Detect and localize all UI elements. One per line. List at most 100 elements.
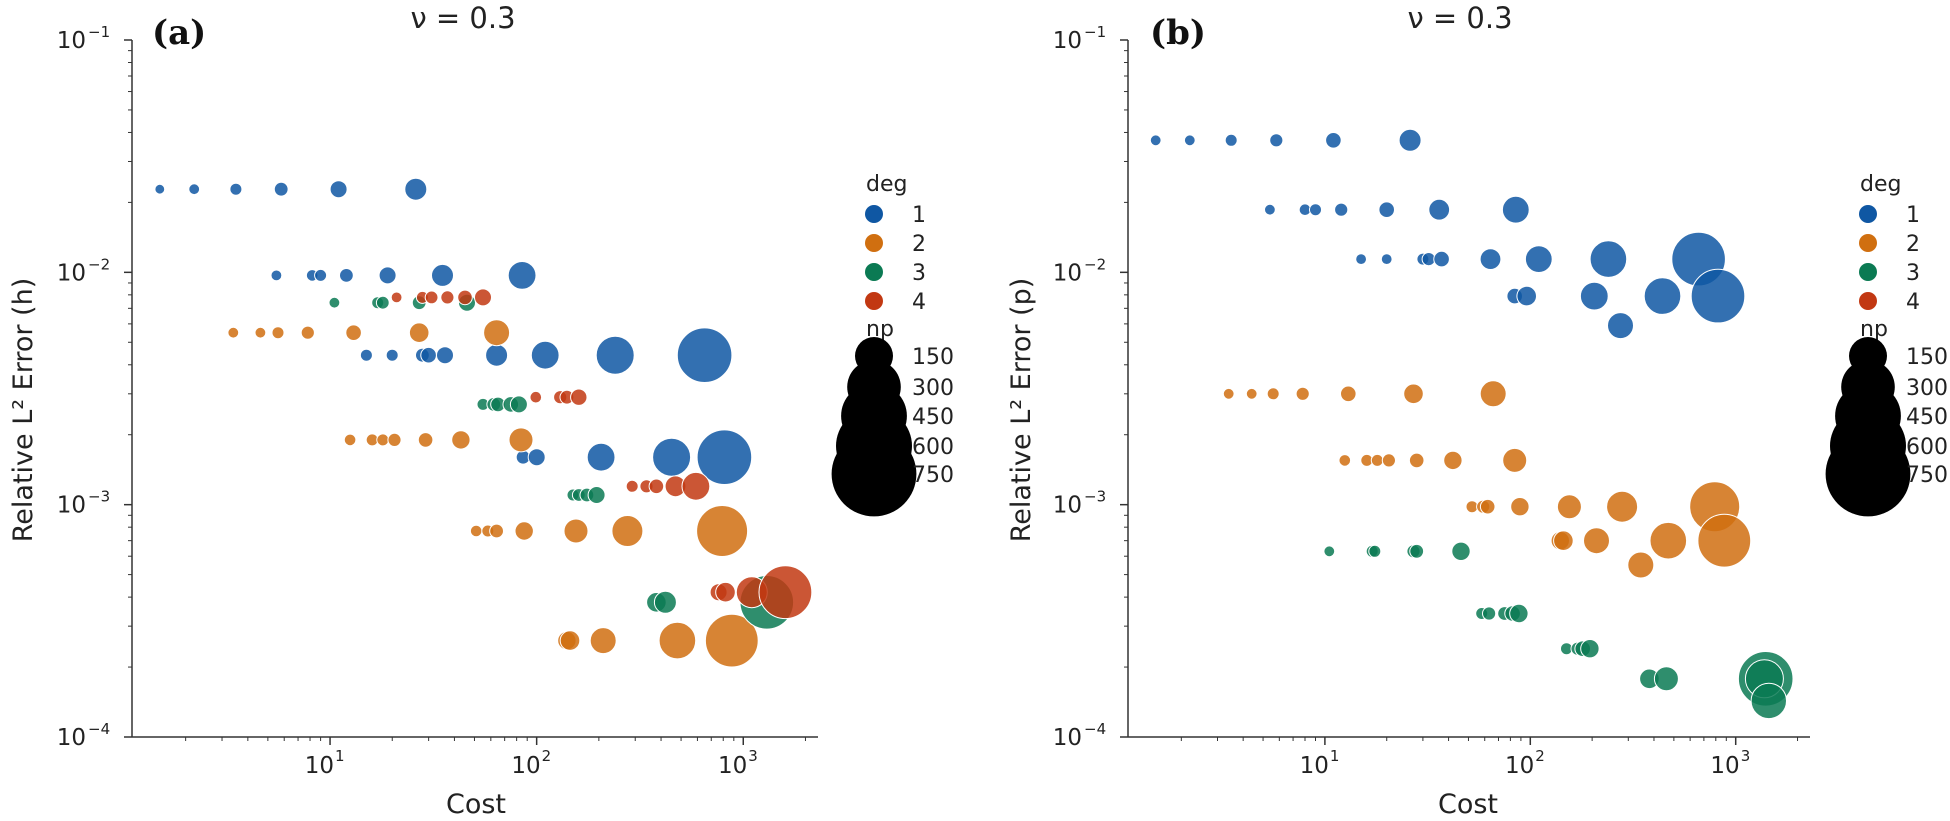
x-tick-label: 10 [1505, 753, 1534, 779]
data-point-deg1 [420, 346, 437, 364]
x-tick-label: 10 [305, 753, 334, 779]
data-point-deg3 [1509, 603, 1529, 624]
data-point-deg2 [1266, 387, 1280, 401]
legend-np-label: 750 [912, 463, 954, 488]
data-point-deg1 [329, 180, 348, 199]
data-point-deg2 [489, 523, 505, 539]
data-point-deg1 [1380, 253, 1393, 266]
y-tick-exponent: −3 [88, 488, 110, 506]
y-tick-label: 10 [1053, 28, 1082, 54]
data-point-deg3 [1482, 606, 1497, 621]
data-point-deg2 [408, 322, 430, 344]
legend-deg-label: 4 [912, 290, 926, 315]
data-point-deg1 [1355, 253, 1367, 266]
data-point-deg4 [424, 290, 439, 305]
data-point-deg1 [1224, 133, 1238, 147]
legend-deg-swatch [865, 263, 883, 281]
data-point-deg3 [1653, 666, 1679, 692]
y-tick-exponent: −1 [88, 23, 110, 41]
data-point-deg2 [376, 433, 390, 447]
data-point-deg2 [300, 325, 315, 340]
legend-deg-label: 2 [912, 232, 926, 257]
y-tick-label: 10 [57, 28, 86, 54]
data-point-deg2 [696, 505, 749, 557]
data-point-deg2 [343, 433, 357, 447]
data-point-deg1 [1398, 128, 1422, 152]
data-point-deg2 [1338, 454, 1352, 467]
x-tick-label: 10 [1710, 753, 1739, 779]
x-tick-label: 10 [718, 753, 747, 779]
data-point-deg1 [154, 183, 166, 195]
legend-np-label: 750 [1906, 463, 1948, 488]
data-point-deg2 [658, 621, 697, 660]
data-point-deg1 [1607, 312, 1634, 340]
data-point-deg2 [1479, 380, 1507, 408]
legend-deg-label: 1 [1906, 203, 1920, 228]
legend-deg-label: 2 [1906, 232, 1920, 257]
data-point-deg4 [648, 478, 665, 495]
legend-deg-swatch [1859, 205, 1877, 223]
data-point-deg4 [474, 288, 492, 307]
data-point-deg1 [385, 348, 399, 362]
legend-np-label: 300 [1906, 376, 1948, 401]
y-tick-label: 10 [57, 493, 86, 519]
data-point-deg2 [227, 326, 240, 339]
data-point-deg1 [273, 181, 289, 197]
data-point-deg1 [1589, 240, 1628, 278]
legend-deg-label: 4 [1906, 290, 1920, 315]
data-point-deg1 [1269, 133, 1284, 148]
data-point-deg1 [436, 346, 454, 365]
panel-b-y-axis-label: Relative L² Error (p) [1006, 278, 1037, 543]
legend-deg-swatch [1859, 234, 1877, 252]
data-point-deg3 [1409, 543, 1425, 559]
legend-np-label: 150 [1906, 345, 1948, 370]
data-point-deg1 [1524, 245, 1553, 274]
data-point-deg2 [1606, 490, 1639, 523]
data-point-deg1 [404, 177, 428, 201]
panel-a-ticks: 10 −410 −310 −210 −110 1 10 2 10 3 [57, 23, 806, 779]
legend-np-label: 150 [912, 345, 954, 370]
data-point-deg1 [527, 448, 546, 467]
data-point-deg1 [359, 348, 373, 362]
legend-deg-title: deg [1860, 172, 1901, 197]
data-point-deg4 [440, 290, 455, 305]
data-point-deg1 [188, 183, 201, 196]
data-point-deg3 [1451, 541, 1471, 561]
data-point-deg1 [1501, 195, 1530, 224]
data-point-deg2 [469, 524, 483, 538]
panel-a-y-axis-label: Relative L² Error (h) [8, 278, 39, 543]
data-point-deg2 [1553, 530, 1574, 552]
data-point-deg2 [1510, 497, 1530, 517]
data-point-deg2 [704, 613, 759, 668]
data-point-deg2 [1370, 453, 1384, 467]
data-point-deg2 [1502, 447, 1528, 473]
panel-b: (b) ν = 0.3 Relative L² Error (p) Cost 1… [1006, 1, 1810, 820]
legend-np-label: 450 [912, 405, 954, 430]
data-point-deg4 [570, 388, 588, 406]
panel-a-points [154, 177, 813, 668]
data-point-deg2 [1222, 387, 1235, 400]
data-point-deg1 [1309, 203, 1322, 217]
y-tick-label: 10 [57, 725, 86, 751]
data-point-deg2 [589, 627, 617, 655]
data-point-deg2 [345, 324, 362, 342]
x-tick-exponent: 2 [1535, 747, 1545, 765]
panel-a: (a) ν = 0.3 Relative L² Error (h) Cost 1… [8, 1, 818, 820]
x-tick-exponent: 1 [1330, 747, 1340, 765]
x-tick-label: 10 [1300, 753, 1329, 779]
y-tick-exponent: −1 [1084, 23, 1106, 41]
legend-np-label: 600 [1906, 435, 1948, 460]
panel-b-title: ν = 0.3 [1407, 1, 1512, 35]
data-point-deg1 [530, 340, 560, 370]
legend-deg-title: deg [866, 172, 907, 197]
data-point-deg1 [1149, 134, 1162, 147]
y-tick-exponent: −4 [1084, 720, 1106, 738]
data-point-deg2 [1340, 385, 1357, 403]
data-point-deg4 [529, 390, 543, 404]
legend-np-label: 600 [912, 435, 954, 460]
panel-b-points [1149, 128, 1794, 720]
data-point-deg3 [328, 296, 341, 309]
data-point-deg1 [229, 182, 243, 196]
legend-deg-swatch [1859, 263, 1877, 281]
